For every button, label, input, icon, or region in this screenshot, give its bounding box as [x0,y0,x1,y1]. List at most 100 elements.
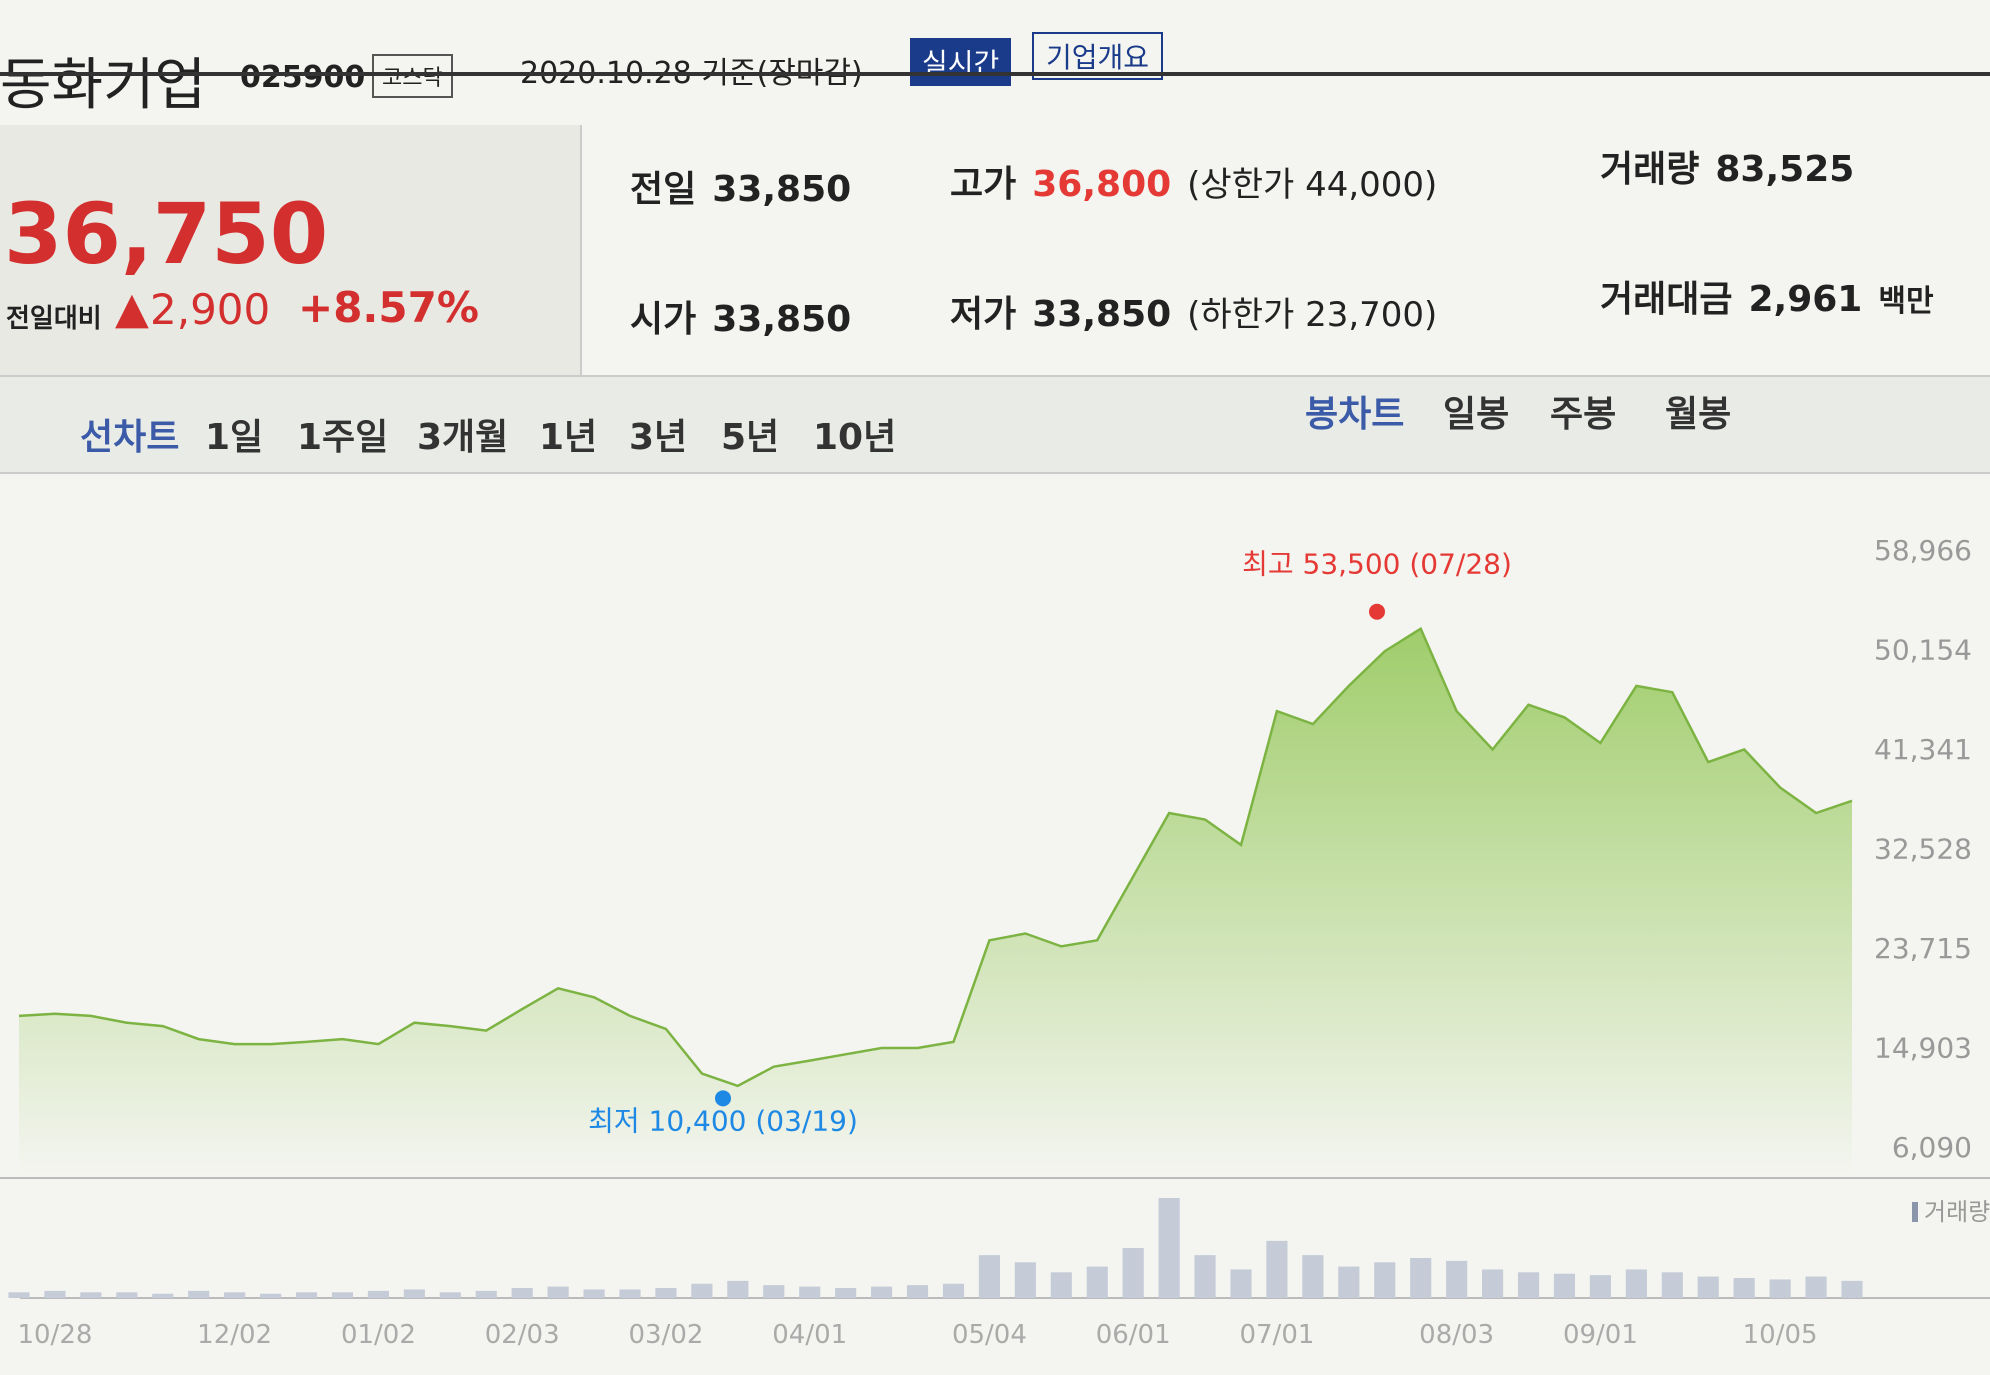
tab-bar [0,375,1990,474]
tab[interactable]: 1일 [205,417,264,458]
annotation-dot [715,1090,731,1107]
stat-value: 2,961 [1748,279,1863,320]
stat-value: 33,850 [712,299,852,340]
stat-value: 83,525 [1715,149,1855,190]
change-arrow: ▲ [115,283,149,334]
chart: 6,090 14,903 23,715 32,528 41,341 50,154 58,96… [0,534,1990,1350]
x-tick-label: 06/01 [1096,1320,1171,1350]
tab[interactable]: 일봉 [1443,394,1510,435]
volume-bar [439,1292,461,1298]
stat-label: 고가 [950,164,1017,205]
volume-bar [260,1293,282,1298]
volume-bar [1338,1266,1360,1298]
volume-bar [1014,1262,1036,1298]
change-label: 전일대비 [6,304,102,334]
volume-bar [727,1280,749,1298]
volume-bar [871,1286,893,1298]
x-tick-label: 05/04 [952,1320,1027,1350]
overview-button[interactable]: 기업개요 [1032,32,1164,80]
tab[interactable]: 1주일 [297,417,389,458]
date: 2020.10.28 기준(장마감) [520,56,863,91]
volume-bar [1805,1276,1827,1298]
volume-bar [1661,1272,1683,1298]
volume-bar [1122,1248,1144,1298]
volume-bar [1697,1276,1719,1298]
volume-bar [403,1289,425,1298]
stat: 저가 33,850 (하한가 23,700) [950,285,1437,337]
area [19,628,1852,1177]
volume-bar [1733,1278,1755,1298]
price: 36,750 [4,185,329,283]
tab[interactable]: 10년 [813,417,897,458]
stat: 거래대금 2,961 백만 [1600,270,1934,322]
volume-bar [295,1292,318,1298]
volume-bar [799,1286,821,1298]
volume-bar [1266,1240,1288,1298]
stat-extra: (상한가 44,000) [1187,165,1438,205]
volume-bar [763,1285,785,1298]
y-tick-label: 6,090 [1892,1131,1972,1164]
tab[interactable]: 3개월 [417,417,509,458]
volume-legend-swatch [1912,1202,1918,1222]
volume-bar [1769,1279,1791,1298]
volume-bar [691,1283,713,1298]
volume-bar [331,1292,354,1298]
volume-bar [1553,1273,1576,1298]
tab[interactable]: 주봉 [1550,394,1617,435]
stat-label: 거래대금 [1600,279,1733,320]
stat-value: 36,800 [1032,164,1172,205]
volume-bar [835,1288,857,1298]
stock-name: 동화기업 [0,53,207,118]
volume-bar [583,1289,605,1298]
volume-bar [1374,1262,1396,1298]
volume-bar [8,1292,30,1298]
x-tick-label: 10/28 [17,1320,92,1350]
volume-bar [44,1290,66,1298]
volume-bar [1158,1198,1180,1298]
volume-bar [1194,1255,1216,1298]
market-badge: 코스닥 [372,54,453,98]
tab[interactable]: 봉차트 [1305,394,1405,435]
stat: 거래량 83,525 [1600,140,1854,192]
stat-extra: (하한가 23,700) [1187,295,1438,335]
volume-bar [116,1292,138,1298]
tab[interactable]: 5년 [721,417,780,458]
volume-bar [1482,1269,1504,1298]
price-box [0,125,582,375]
change-pct: +8.57% [298,283,479,332]
volume-bar [188,1290,210,1298]
tab[interactable]: 선차트 [80,417,180,458]
annotation-dot [1369,603,1385,620]
stat-value: 33,850 [1032,294,1172,335]
stat-label: 저가 [950,294,1017,335]
volume-bar [1446,1260,1468,1298]
x-tick-label: 02/03 [485,1320,560,1350]
stat-label: 거래량 [1600,149,1700,190]
x-tick-label: 10/05 [1743,1320,1818,1350]
tab[interactable]: 1년 [539,417,598,458]
stat: 시가 33,850 [630,290,851,342]
divider [0,72,1990,76]
annotation: 최고 53,500 (07/28) [1242,548,1512,581]
tab[interactable]: 월봉 [1665,394,1732,435]
realtime-button[interactable]: 실시간 [910,38,1012,86]
volume-bar [1841,1280,1863,1298]
stat: 고가 36,800 (상한가 44,000) [950,155,1437,207]
volume-bar [655,1288,677,1298]
volume-bar [511,1288,533,1298]
x-tick-label: 08/03 [1419,1320,1494,1350]
volume-legend: 거래량 [1924,1198,1990,1226]
tab[interactable]: 3년 [629,417,688,458]
volume-bar [1517,1272,1540,1298]
line [18,626,1853,1088]
y-tick-label: 50,154 [1874,633,1972,666]
volume-bar [1086,1266,1108,1298]
stock-code: 025900 [240,60,366,95]
stat: 전일 33,850 [630,160,851,212]
volume-bar [367,1290,389,1298]
x-tick-label: 09/01 [1563,1320,1638,1350]
volume-bar [80,1292,102,1298]
change: 2,900 [150,285,271,334]
y-tick-label: 32,528 [1874,833,1972,866]
volume-bar [1230,1269,1252,1298]
